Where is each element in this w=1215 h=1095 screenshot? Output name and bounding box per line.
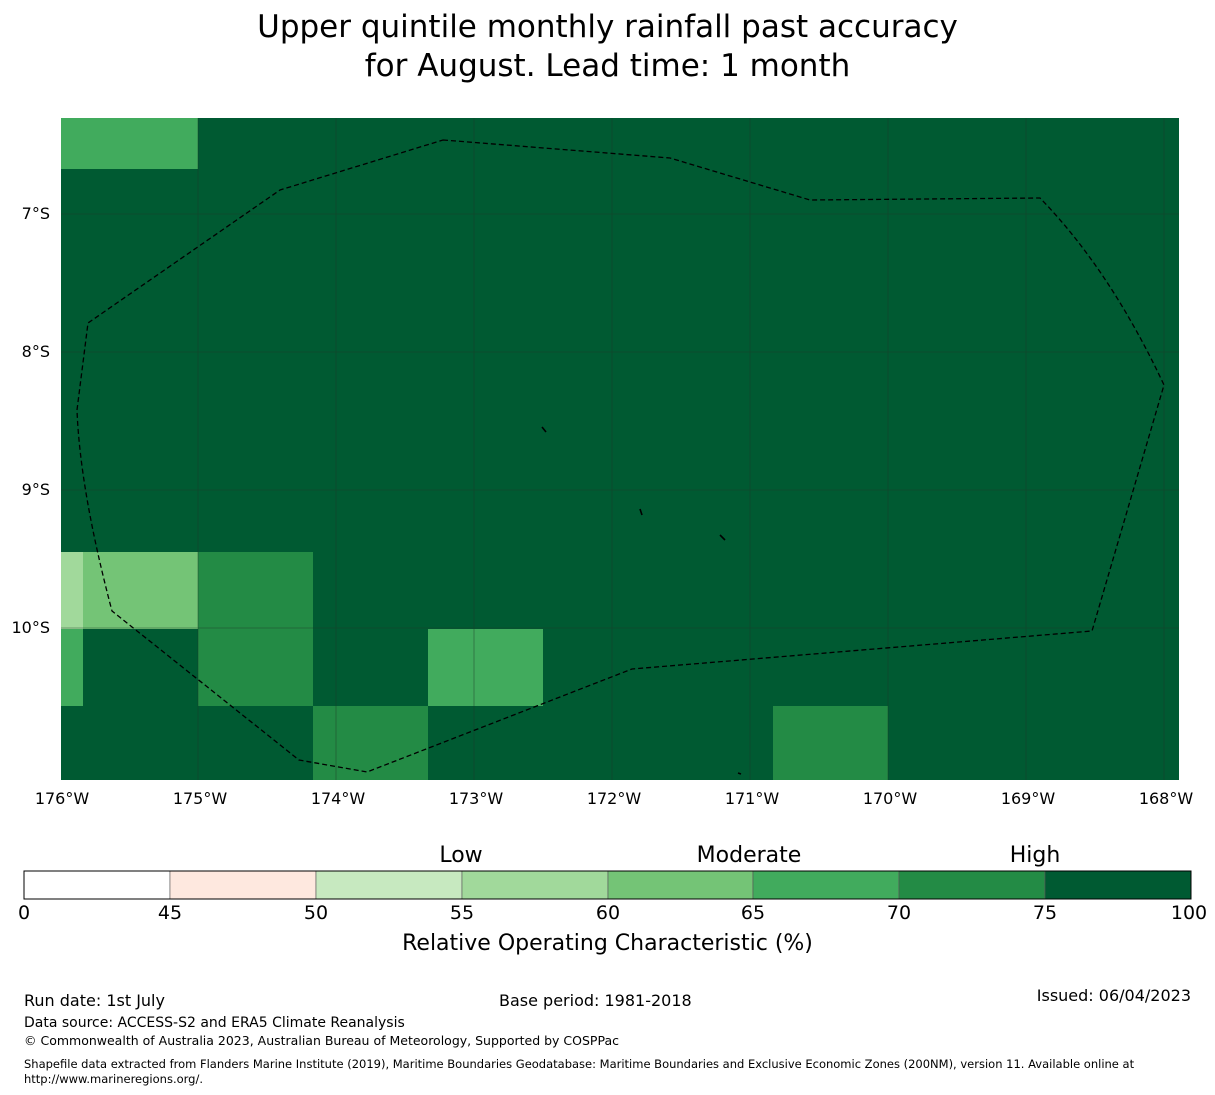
- base-period: Base period: 1981-2018: [499, 991, 692, 1010]
- colorbar-category-high: High: [1009, 843, 1061, 868]
- map-title: Upper quintile monthly rainfall past acc…: [0, 8, 1215, 86]
- cell: [61, 552, 83, 629]
- title-line-2: for August. Lead time: 1 month: [364, 48, 851, 84]
- shapefile-credit-line-2: http://www.marineregions.org/.: [24, 1072, 203, 1086]
- shapefile-credit-line-1: Shapefile data extracted from Flanders M…: [24, 1057, 1135, 1071]
- colorbar-tick-100: 100: [1170, 902, 1208, 924]
- cell: [61, 629, 83, 706]
- colorbar-tick-75: 75: [1032, 902, 1058, 924]
- lon-label-169w: 169°W: [1000, 789, 1056, 808]
- run-date: Run date: 1st July: [24, 991, 165, 1010]
- cell: [198, 552, 313, 629]
- eez-boundary: [76, 139, 1165, 773]
- colorbar-tick-70: 70: [886, 902, 912, 924]
- lat-label-9s: 9°S: [21, 480, 50, 499]
- cell: [83, 552, 198, 629]
- colorbar-tick-65: 65: [740, 902, 766, 924]
- colorbar-category-moderate: Moderate: [696, 843, 802, 868]
- colorbar-label: Relative Operating Characteristic (%): [402, 931, 813, 956]
- cell: [313, 706, 428, 780]
- lon-label-174w: 174°W: [310, 789, 366, 808]
- colorbar-tick-60: 60: [595, 902, 621, 924]
- map-cells: [61, 118, 888, 780]
- colorbar-category-low: Low: [439, 843, 483, 868]
- lon-label-170w: 170°W: [862, 789, 918, 808]
- gridlines: [61, 118, 1179, 780]
- lat-label-10s: 10°S: [11, 618, 50, 637]
- lon-label-175w: 175°W: [172, 789, 228, 808]
- lon-label-171w: 171°W: [724, 789, 780, 808]
- issued-date: Issued: 06/04/2023: [1036, 986, 1191, 1005]
- lat-label-7s: 7°S: [21, 204, 50, 223]
- lon-label-176w: 176°W: [34, 789, 90, 808]
- copyright: © Commonwealth of Australia 2023, Austra…: [24, 1033, 619, 1048]
- cell: [773, 706, 888, 780]
- colorbar-tick-50: 50: [303, 902, 329, 924]
- title-line-1: Upper quintile monthly rainfall past acc…: [257, 9, 958, 45]
- colorbar-tick-55: 55: [449, 902, 475, 924]
- lon-label-168w: 168°W: [1138, 789, 1194, 808]
- cell: [198, 629, 313, 706]
- lon-label-173w: 173°W: [448, 789, 504, 808]
- colorbar-tick-0: 0: [17, 902, 31, 924]
- lon-label-172w: 172°W: [586, 789, 642, 808]
- lat-label-8s: 8°S: [21, 342, 50, 361]
- cell: [428, 629, 543, 706]
- data-source: Data source: ACCESS-S2 and ERA5 Climate …: [24, 1015, 405, 1031]
- cell: [61, 118, 198, 169]
- colorbar-tick-45: 45: [157, 902, 183, 924]
- islands: [541, 426, 742, 775]
